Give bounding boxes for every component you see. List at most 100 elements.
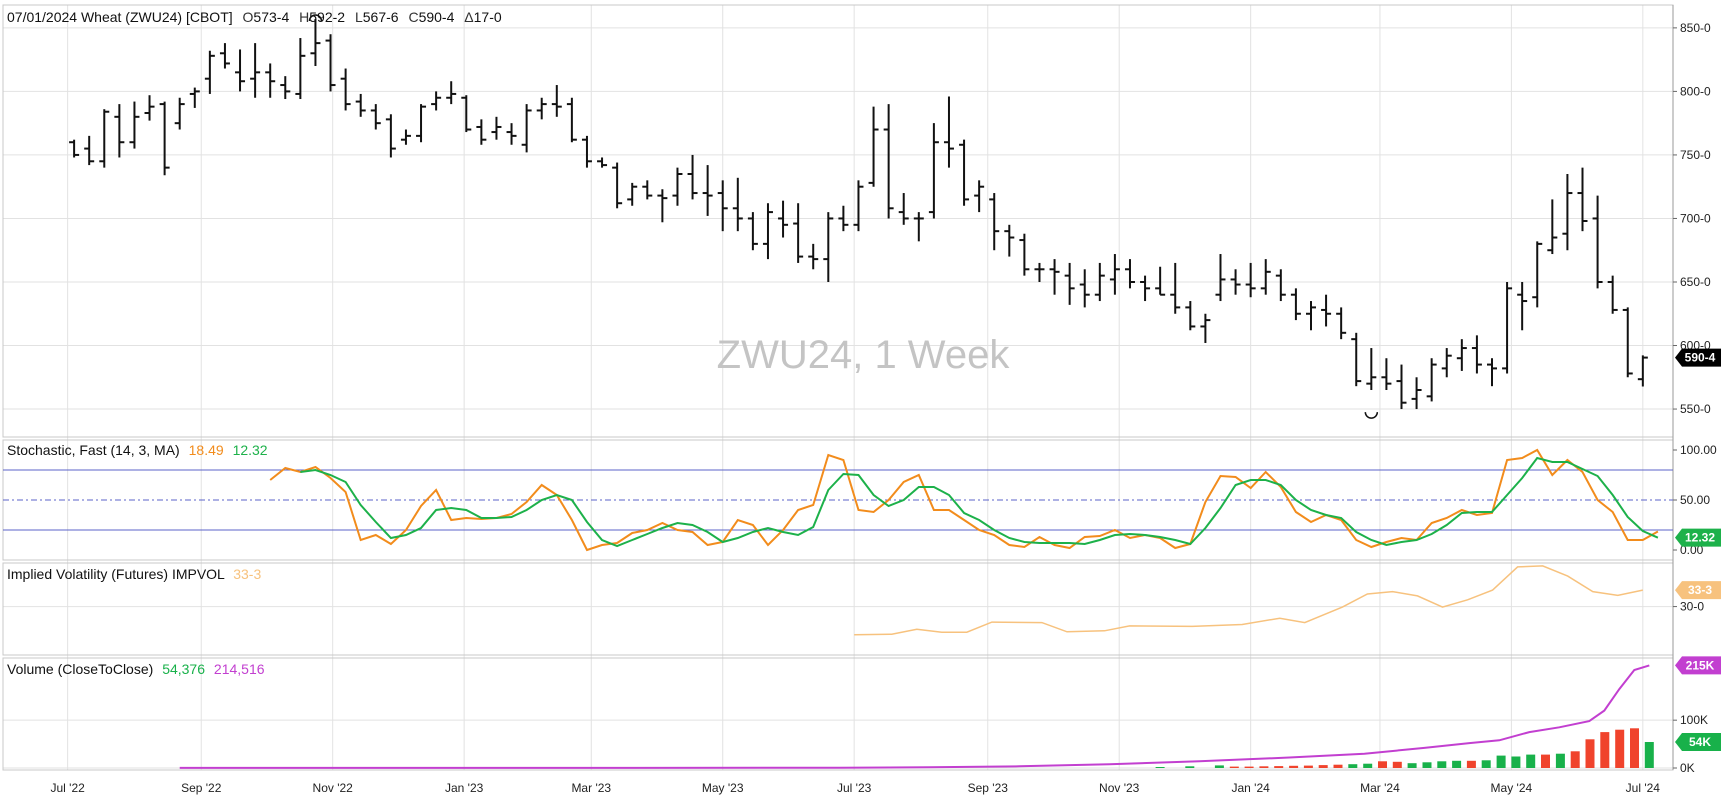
volume-bar[interactable] (1303, 765, 1313, 768)
ohlc-bar[interactable] (657, 189, 668, 223)
ohlc-bar[interactable] (310, 18, 321, 66)
ohlc-bar[interactable] (838, 205, 849, 232)
volume-bar[interactable] (1155, 767, 1165, 768)
ohlc-bar[interactable] (370, 104, 381, 130)
ohlc-bar[interactable] (521, 104, 532, 153)
ohlc-bar[interactable] (1351, 332, 1362, 387)
volume-bar[interactable] (1422, 762, 1432, 768)
ohlc-bar[interactable] (1230, 269, 1241, 295)
ohlc-bar[interactable] (1396, 364, 1407, 410)
ohlc-bar[interactable] (1275, 269, 1286, 302)
implied-volatility-panel[interactable] (854, 565, 1643, 636)
volume-average-line[interactable] (179, 664, 1650, 769)
ohlc-bar[interactable] (1215, 254, 1226, 302)
ohlc-bar[interactable] (340, 68, 351, 111)
volume-bar[interactable] (1615, 729, 1625, 768)
volume-bar[interactable] (1274, 766, 1284, 768)
ohlc-bar[interactable] (1019, 233, 1030, 276)
ohlc-bar[interactable] (461, 95, 472, 133)
ohlc-bar[interactable] (853, 180, 864, 232)
volume-bar[interactable] (1630, 728, 1639, 768)
ohlc-bar[interactable] (702, 165, 713, 216)
ohlc-bar[interactable] (913, 212, 924, 242)
ohlc-bar[interactable] (1185, 301, 1196, 331)
volume-bar[interactable] (1452, 760, 1462, 768)
ohlc-bar[interactable] (1517, 281, 1528, 331)
ohlc-bar[interactable] (1532, 241, 1543, 308)
ohlc-bar[interactable] (1471, 335, 1482, 374)
ohlc-bar[interactable] (1290, 288, 1301, 321)
volume-bar[interactable] (1185, 766, 1195, 768)
ohlc-bar[interactable] (974, 180, 985, 213)
ohlc-bar[interactable] (400, 129, 411, 145)
ohlc-bar[interactable] (129, 101, 140, 149)
ohlc-bar[interactable] (536, 97, 547, 120)
ohlc-bar[interactable] (1200, 313, 1211, 343)
ohlc-bar[interactable] (280, 76, 291, 100)
volume-bar[interactable] (1363, 763, 1373, 768)
stoch-d-line[interactable] (300, 456, 1659, 548)
ohlc-bar[interactable] (1260, 259, 1271, 295)
price-panel[interactable] (69, 14, 1648, 419)
ohlc-bar[interactable] (793, 203, 804, 263)
ohlc-bar[interactable] (1456, 339, 1467, 371)
ohlc-bar[interactable] (1004, 224, 1015, 257)
ohlc-bar[interactable] (1366, 348, 1377, 390)
ohlc-bar[interactable] (627, 182, 638, 206)
volume-bar[interactable] (1407, 763, 1417, 768)
ohlc-bar[interactable] (431, 91, 442, 111)
volume-bar[interactable] (1644, 742, 1654, 768)
ohlc-bar[interactable] (446, 81, 457, 105)
volume-bar[interactable] (1555, 753, 1565, 768)
ohlc-bar[interactable] (506, 123, 517, 145)
ohlc-bar[interactable] (898, 193, 909, 225)
ohlc-bar[interactable] (1547, 199, 1558, 255)
ohlc-bar[interactable] (1562, 173, 1573, 251)
ohlc-bar[interactable] (235, 49, 246, 92)
volume-bar[interactable] (1229, 766, 1239, 768)
ohlc-bar[interactable] (808, 243, 819, 270)
volume-bar[interactable] (1511, 756, 1521, 769)
ohlc-bar[interactable] (687, 154, 698, 200)
ohlc-bar[interactable] (1305, 301, 1316, 331)
ohlc-bar[interactable] (174, 97, 185, 130)
ohlc-bar[interactable] (1124, 259, 1135, 289)
ohlc-bar[interactable] (1486, 358, 1497, 387)
ohlc-bar[interactable] (672, 167, 683, 206)
ohlc-bar[interactable] (325, 34, 336, 92)
volume-bar[interactable] (1318, 765, 1328, 768)
volume-panel[interactable] (179, 664, 1654, 769)
ohlc-bar[interactable] (778, 200, 789, 238)
ohlc-bar[interactable] (1170, 262, 1181, 314)
ohlc-bar[interactable] (295, 38, 306, 100)
ohlc-bar[interactable] (1607, 275, 1618, 314)
ohlc-bar[interactable] (84, 135, 95, 166)
ohlc-bar[interactable] (265, 63, 276, 98)
volume-bar[interactable] (1526, 754, 1536, 768)
ohlc-bar[interactable] (597, 157, 608, 168)
ohlc-bar[interactable] (823, 212, 834, 282)
volume-bar[interactable] (1378, 761, 1387, 768)
ohlc-bar[interactable] (717, 180, 728, 232)
ohlc-bar[interactable] (762, 203, 773, 260)
ohlc-bar[interactable] (144, 95, 155, 121)
ohlc-bar[interactable] (943, 96, 954, 168)
volume-bar[interactable] (1289, 765, 1299, 768)
ohlc-bar[interactable] (355, 93, 366, 117)
ohlc-bar[interactable] (1155, 266, 1166, 296)
ohlc-bar[interactable] (642, 180, 653, 200)
ohlc-bar[interactable] (1336, 307, 1347, 340)
ohlc-bar[interactable] (219, 43, 230, 69)
ohlc-bar[interactable] (1441, 348, 1452, 378)
ohlc-bar[interactable] (385, 114, 396, 158)
volume-bar[interactable] (1214, 765, 1224, 768)
volume-bar[interactable] (1244, 766, 1254, 768)
volume-bar[interactable] (1259, 766, 1269, 768)
volume-bar[interactable] (1570, 751, 1580, 768)
ohlc-bar[interactable] (928, 123, 939, 219)
ohlc-bar[interactable] (883, 104, 894, 219)
ohlc-bar[interactable] (1411, 377, 1422, 410)
ohlc-bar[interactable] (1381, 358, 1392, 390)
ohlc-bar[interactable] (551, 85, 562, 117)
ohlc-bar[interactable] (1109, 254, 1120, 295)
